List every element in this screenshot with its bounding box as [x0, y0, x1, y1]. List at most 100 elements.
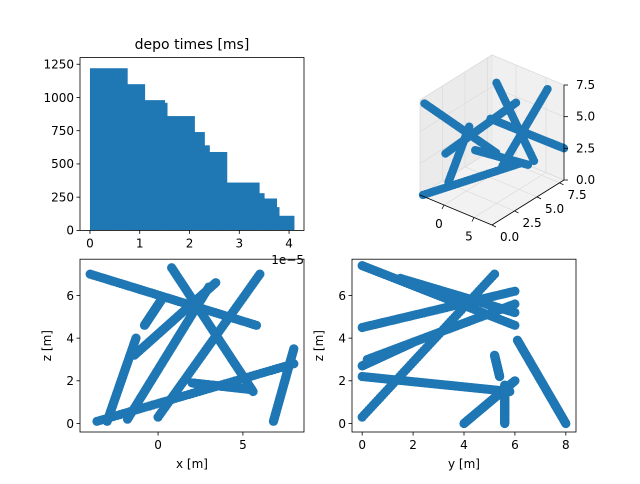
scatter3d-y-tick-label: 0.0 — [500, 230, 519, 244]
yz-point — [510, 307, 520, 318]
hist-x-tick-label: 3 — [235, 236, 243, 250]
histogram-bar — [167, 116, 195, 231]
xz-scatter-axes: 0 5 0 2 4 6 — [66, 289, 246, 452]
xz-x-axis-label: x [m] — [176, 457, 208, 471]
yz-point — [510, 299, 520, 309]
histogram-bar — [144, 100, 166, 231]
xz-y-tick-label: 4 — [66, 331, 74, 345]
xz-x-tick-label: 0 — [154, 438, 162, 452]
scatter3d-y-tick-label: 7.5 — [568, 188, 587, 202]
yz-x-tick-label: 8 — [562, 438, 570, 452]
hist-y-tick-label: 0 — [66, 224, 74, 238]
hist-y-tick-label: 250 — [51, 190, 74, 204]
scatter3d-y-tick — [536, 196, 542, 200]
scatter3d-point — [523, 160, 533, 169]
xz-point — [204, 282, 214, 292]
yz-point — [510, 320, 520, 330]
xz-x-tick-label: 5 — [239, 438, 247, 452]
scatter3d-x-axis — [419, 194, 493, 226]
scatter3d-y-axis — [491, 179, 565, 226]
scatter3d-z-tick-label: 0.0 — [576, 173, 595, 187]
histogram-frame — [79, 57, 305, 231]
yz-y-tick-label: 4 — [338, 331, 346, 345]
scatter3d-z-tick-label: 2.5 — [576, 141, 595, 155]
scatter3d-x-tick-label: 0 — [435, 217, 443, 231]
scatter3d-panel: 05 0.02.55.07.50.02.55.07.5 — [418, 54, 595, 244]
histogram-bars — [89, 68, 295, 231]
scatter3d-y-tick — [559, 182, 564, 186]
yz-x-axis-label: y [m] — [448, 457, 480, 471]
scatter3d-tracks — [418, 78, 569, 200]
xz-y-axis-label: z [m] — [40, 330, 54, 361]
histogram-bar — [127, 84, 146, 231]
scatter3d-z-tick-label: 7.5 — [576, 78, 595, 92]
hist-y-tick-label: 750 — [51, 124, 74, 138]
histogram-bar — [117, 68, 128, 231]
scatter3d-grid-line — [419, 54, 565, 101]
scatter3d-point — [529, 156, 539, 166]
yz-y-tick-label: 0 — [338, 417, 346, 431]
histogram-bar — [209, 151, 228, 231]
histogram-bar — [226, 182, 260, 231]
yz-point — [510, 286, 520, 296]
hist-x-tick-label: 0 — [86, 236, 94, 250]
yz-x-tick-label: 6 — [511, 438, 519, 452]
hist-x-tick-label: 2 — [186, 236, 194, 250]
scatter3d-y-tick — [491, 224, 497, 228]
yz-point — [500, 380, 510, 390]
hist-y-tick-label: 500 — [51, 157, 74, 171]
scatter3d-x-tick — [441, 204, 445, 210]
histogram-offset-text: 1e−5 — [271, 253, 304, 267]
scatter3d-z-tick-label: 5.0 — [576, 110, 595, 124]
xz-point — [255, 269, 265, 279]
histogram-bar — [204, 145, 210, 231]
scatter3d-x-tick — [471, 217, 475, 222]
xz-point — [211, 278, 221, 288]
xz-scatter-panel: 0 5 0 2 4 6 x [m] z [m] — [40, 258, 305, 471]
xz-point — [245, 384, 255, 394]
yz-scatter-frame — [351, 258, 577, 433]
xz-point — [156, 295, 167, 305]
histogram-title: depo times [ms] — [135, 37, 250, 53]
hist-y-tick-label: 1250 — [43, 58, 74, 72]
yz-y-axis-label: z [m] — [312, 330, 326, 361]
histogram-panel: depo times [ms] 0 1 2 3 4025050075010001250 … — [43, 37, 305, 267]
hist-x-tick-label: 1 — [136, 236, 144, 250]
scatter3d-point — [543, 84, 552, 94]
xz-point — [289, 344, 299, 354]
scatter3d-point — [511, 98, 521, 107]
yz-scatter-panel: 0 2 4 6 8 0 2 4 6 y [m] z [m] — [312, 258, 577, 471]
yz-scatter-axes: 0 2 4 6 8 0 2 4 6 — [338, 289, 569, 452]
histogram-axes: 0 1 2 3 4 0 250 500 750 1000 1250 — [43, 58, 292, 251]
yz-scatter-tracks — [357, 261, 571, 429]
histogram-bar — [259, 193, 265, 231]
histogram-bar — [264, 198, 278, 231]
histogram-bar — [89, 68, 118, 231]
xz-y-tick-label: 0 — [66, 417, 74, 431]
scatter3d-point — [465, 122, 474, 131]
scatter3d-y-tick — [514, 210, 519, 214]
yz-x-tick-label: 4 — [460, 438, 468, 452]
yz-point — [489, 269, 500, 279]
yz-y-tick-label: 6 — [338, 289, 346, 303]
yz-x-tick-label: 0 — [358, 438, 366, 452]
xz-point — [251, 320, 262, 330]
yz-point — [510, 376, 520, 386]
xz-scatter-frame — [79, 258, 305, 433]
xz-point — [131, 333, 141, 343]
histogram-bar — [164, 102, 168, 231]
xz-y-tick-label: 2 — [66, 374, 74, 388]
yz-x-tick-label: 2 — [409, 438, 417, 452]
xz-y-tick-label: 6 — [66, 289, 74, 303]
scatter3d-axes: 05 0.02.55.07.50.02.55.07.5 — [419, 78, 595, 244]
histogram-bar — [279, 215, 295, 231]
scatter3d-y-tick-label: 5.0 — [545, 202, 564, 216]
histogram-bar — [276, 207, 280, 231]
yz-point — [561, 418, 571, 429]
yz-y-tick-label: 2 — [338, 374, 346, 388]
histogram-bar — [194, 132, 205, 231]
yz-point — [489, 350, 500, 360]
xz-scatter-tracks — [85, 263, 299, 426]
hist-x-tick-label: 4 — [285, 236, 293, 250]
